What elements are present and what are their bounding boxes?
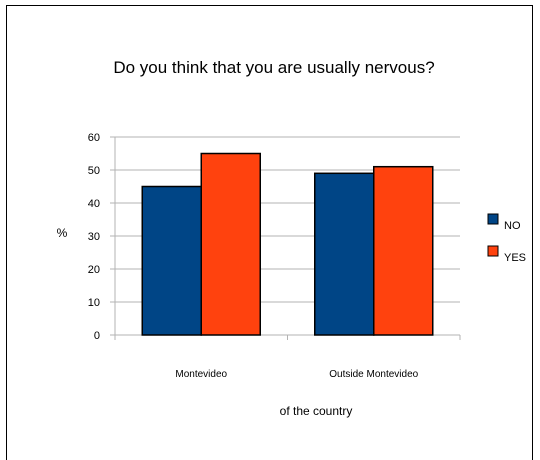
y-tick-label: 0: [94, 330, 100, 342]
legend-label-no: NO: [504, 220, 521, 232]
bar-no-0: [141, 185, 202, 336]
y-axis-label: %: [57, 226, 68, 240]
legend-label-yes: YES: [504, 252, 526, 264]
legend-swatch-no: [487, 213, 499, 225]
bar-yes-1: [373, 165, 434, 336]
bar-no-1: [314, 172, 375, 336]
legend-swatch-yes: [487, 245, 499, 257]
x-axis-label: of the country: [280, 404, 353, 418]
y-tick-label: 60: [88, 132, 100, 144]
y-tick-label: 20: [88, 264, 100, 276]
category-label: Montevideo: [175, 369, 227, 380]
chart-frame: [6, 5, 533, 460]
y-tick-label: 50: [88, 165, 100, 177]
x-tick-labels: Montevideo Outside Montevideo: [175, 369, 418, 380]
y-tick-labels: 0 10 20 30 40 50 60: [88, 132, 100, 342]
y-tick-label: 10: [88, 297, 100, 309]
category-label: Outside Montevideo: [329, 369, 418, 380]
y-tick-label: 30: [88, 231, 100, 243]
bars-group: [141, 152, 434, 336]
legend: NO YES: [487, 213, 526, 264]
y-tick-label: 40: [88, 198, 100, 210]
chart-title: Do you think that you are usually nervou…: [113, 58, 434, 77]
bar-yes-0: [200, 152, 261, 336]
